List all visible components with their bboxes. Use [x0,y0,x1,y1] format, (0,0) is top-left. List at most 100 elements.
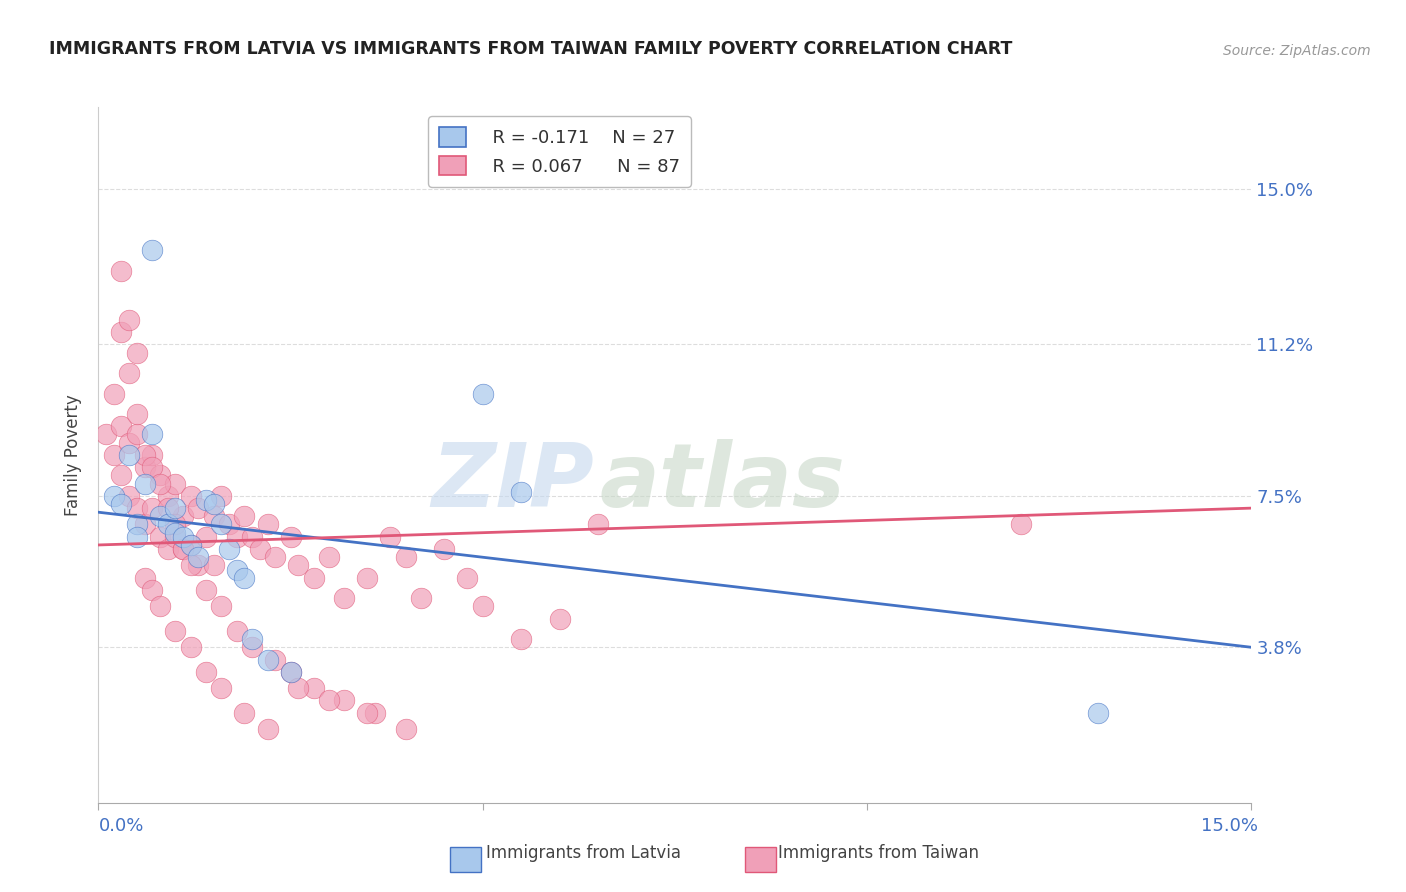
Point [156,517,179,532]
Point [1087,706,1109,720]
Point [209,599,232,614]
Point [302,681,325,696]
Point [180,538,202,552]
Point [125,517,148,532]
Point [202,497,225,511]
Text: ZIP: ZIP [432,439,595,526]
Point [318,693,340,707]
Point [364,706,387,720]
Point [141,582,163,597]
Point [118,366,141,380]
Point [195,582,218,597]
Point [134,517,156,532]
Point [287,558,309,573]
Point [195,530,218,544]
Point [249,542,271,557]
Point [264,550,287,565]
Point [256,652,278,666]
Point [118,313,141,327]
Point [156,501,179,516]
Point [125,530,148,544]
Point [165,624,187,638]
Point [172,509,194,524]
Point [172,542,194,557]
Point [149,530,172,544]
Point [149,599,172,614]
Text: 15.0%: 15.0% [1201,817,1258,835]
Point [165,525,187,540]
Point [187,558,209,573]
Point [172,530,194,544]
Point [395,550,418,565]
Point [240,632,263,646]
Point [256,517,278,532]
Point [333,693,356,707]
Point [165,476,187,491]
Point [209,681,232,696]
Point [233,706,256,720]
Point [156,489,179,503]
Point [118,489,141,503]
Point [187,501,209,516]
Point [280,530,302,544]
Point [218,517,240,532]
Point [149,468,172,483]
Y-axis label: Family Poverty: Family Poverty [65,394,83,516]
Text: IMMIGRANTS FROM LATVIA VS IMMIGRANTS FROM TAIWAN FAMILY POVERTY CORRELATION CHAR: IMMIGRANTS FROM LATVIA VS IMMIGRANTS FRO… [49,40,1012,58]
Point [225,624,247,638]
Point [380,530,402,544]
Point [149,476,172,491]
Point [172,542,194,557]
Point [195,492,218,507]
Point [94,427,117,442]
Point [510,484,533,499]
Point [1010,517,1032,532]
Point [125,501,148,516]
Text: 0.0%: 0.0% [98,817,143,835]
Point [356,706,378,720]
Point [195,665,218,679]
Point [103,489,125,503]
Point [110,468,132,483]
Point [134,571,156,585]
Point [256,722,278,736]
Point [240,530,263,544]
Point [118,448,141,462]
Point [149,509,172,524]
Point [125,427,148,442]
Point [125,407,148,421]
Point [510,632,533,646]
Point [356,571,378,585]
Point [103,386,125,401]
Point [456,571,478,585]
Point [548,612,571,626]
Point [165,530,187,544]
Point [118,435,141,450]
Point [209,489,232,503]
Point [287,681,309,696]
Point [411,591,433,606]
Point [233,509,256,524]
Point [134,460,156,475]
Point [141,427,163,442]
Point [110,325,132,339]
Point [586,517,609,532]
Point [187,550,209,565]
Point [141,501,163,516]
Point [280,665,302,679]
Point [134,476,156,491]
Point [202,509,225,524]
Point [240,640,263,655]
Point [110,419,132,434]
Point [202,558,225,573]
Point [134,448,156,462]
Point [280,665,302,679]
Point [318,550,340,565]
Point [110,264,132,278]
Point [103,448,125,462]
Point [180,640,202,655]
Point [333,591,356,606]
Point [141,448,163,462]
Point [233,571,256,585]
Legend:   R = -0.171    N = 27,   R = 0.067      N = 87: R = -0.171 N = 27, R = 0.067 N = 87 [429,116,690,186]
